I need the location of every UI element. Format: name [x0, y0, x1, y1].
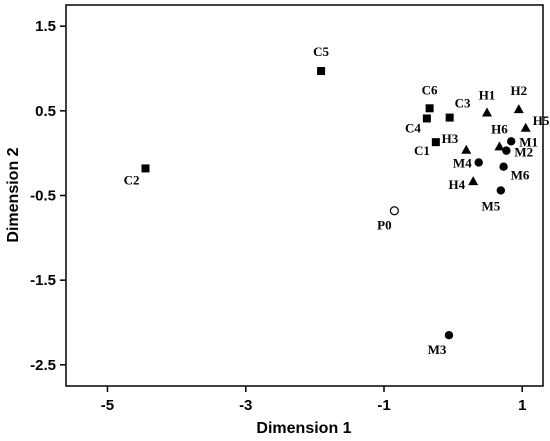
- point-c4-label: C4: [405, 120, 421, 135]
- point-c2-marker: [141, 164, 150, 173]
- point-c1-label: C1: [414, 143, 430, 158]
- point-c5-label: C5: [313, 44, 329, 59]
- point-c3-marker: [445, 113, 454, 122]
- x-tick-label: -3: [239, 397, 252, 414]
- point-m2-marker: [502, 146, 511, 155]
- y-tick-label: -2.5: [30, 357, 56, 374]
- y-axis-title: Dimension 2: [5, 147, 22, 242]
- point-h6-label: H6: [491, 121, 508, 136]
- point-p0-label: P0: [377, 218, 391, 233]
- x-tick-label: -1: [377, 397, 390, 414]
- point-h6-marker: [494, 141, 505, 151]
- point-m1-marker: [507, 137, 516, 146]
- point-m6-label: M6: [511, 168, 530, 183]
- point-c5-marker: [317, 67, 326, 76]
- point-m4-label: M4: [453, 155, 472, 170]
- point-m1-label: M1: [519, 134, 538, 149]
- point-c6-marker: [425, 104, 434, 113]
- point-m6-marker: [499, 162, 508, 171]
- point-h5-label: H5: [533, 113, 550, 128]
- y-tick-label: -1.5: [30, 272, 56, 289]
- point-c4-marker: [422, 114, 431, 123]
- point-h1-marker: [482, 107, 493, 117]
- point-h3-label: H3: [442, 131, 459, 146]
- point-m5-marker: [496, 186, 506, 195]
- point-h2-label: H2: [510, 83, 527, 98]
- x-axis: -5 -3 -1 1: [101, 386, 526, 414]
- y-tick-label: 1.5: [35, 18, 56, 35]
- point-c6-label: C6: [422, 82, 438, 97]
- x-tick-label: 1: [518, 397, 526, 414]
- point-h4-label: H4: [449, 177, 466, 192]
- point-c1-marker: [431, 138, 440, 147]
- point-c3-label: C3: [455, 96, 471, 111]
- point-m5-label: M5: [481, 198, 500, 213]
- point-h2-marker: [513, 104, 524, 114]
- point-m3-label: M3: [428, 342, 447, 357]
- point-h4-marker: [468, 176, 479, 186]
- y-axis: 1.5 0.5 -0.5 -1.5 -2.5: [30, 18, 66, 374]
- point-m2-label: M2: [514, 145, 533, 160]
- point-h5-marker: [520, 122, 531, 132]
- y-tick-label: 0.5: [35, 103, 56, 120]
- point-p0-marker: [389, 206, 399, 216]
- y-tick-label: -0.5: [30, 188, 56, 205]
- point-m3-marker: [444, 331, 454, 340]
- point-h3-marker: [461, 144, 472, 154]
- point-h1-label: H1: [479, 88, 496, 103]
- x-tick-label: -5: [101, 397, 114, 414]
- point-c2-label: C2: [124, 172, 140, 187]
- point-m4-marker: [474, 158, 483, 167]
- x-axis-title: Dimension 1: [256, 420, 351, 437]
- plot-frame: [65, 4, 544, 387]
